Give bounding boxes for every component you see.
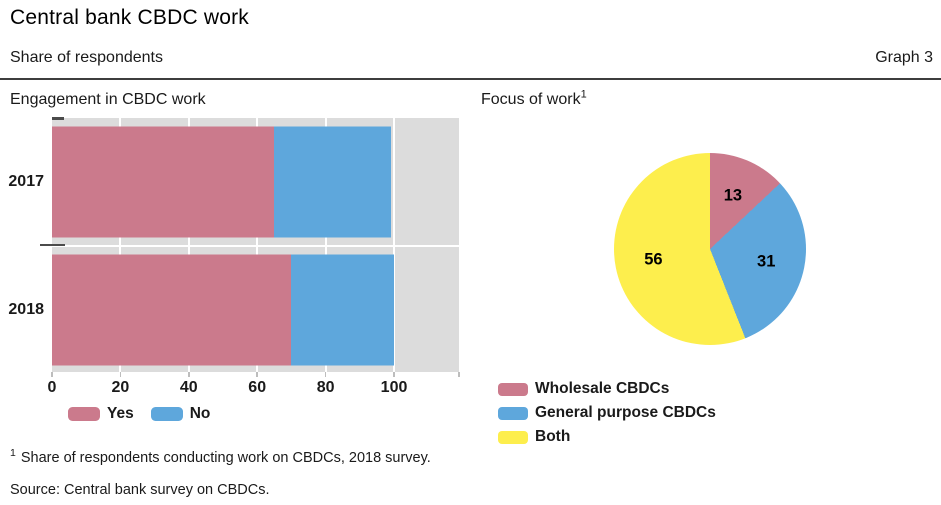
- header-divider: [0, 78, 941, 80]
- bar-chart-legend: Yes No: [68, 405, 210, 423]
- category-label-2017: 2017: [8, 172, 44, 190]
- legend-swatch: [150, 407, 183, 421]
- right-panel-title: Focus of work1: [481, 88, 587, 109]
- page-subtitle: Share of respondents: [10, 49, 163, 66]
- x-tick-label-20: 20: [111, 379, 130, 396]
- bar-segment-no-2017: [274, 126, 391, 237]
- x-tick-right-edge: [458, 372, 460, 377]
- stacked-bar-2017: [52, 126, 391, 237]
- legend-item-wholesale-cbdcs: Wholesale CBDCs: [498, 380, 716, 398]
- legend-label: No: [189, 405, 211, 422]
- graph-number-label: Graph 3: [875, 49, 933, 66]
- legend-item-general-purpose-cbdcs: General purpose CBDCs: [498, 404, 716, 422]
- bar-band-2018: 2018: [8, 245, 459, 372]
- legend-swatch: [498, 430, 528, 444]
- stacked-bar-2018: [52, 254, 394, 365]
- pie: 13 31 56: [614, 153, 806, 345]
- gridline-40: [187, 118, 190, 372]
- legend-swatch: [68, 407, 100, 421]
- x-tick-20: [119, 372, 122, 377]
- bar-segment-yes-2017: [52, 126, 275, 237]
- y-axis-tick-dash-middle: [40, 243, 65, 246]
- x-tick-80: [324, 372, 327, 377]
- left-panel-title: Engagement in CBDC work: [10, 91, 206, 108]
- pie-value-label-56: 56: [644, 250, 663, 269]
- x-tick-label-0: 0: [47, 379, 57, 396]
- x-tick-40: [188, 372, 190, 377]
- source-line: Source: Central bank survey on CBDCs.: [10, 482, 270, 498]
- legend-label: Wholesale CBDCs: [535, 380, 670, 397]
- footnote-marker: 1: [10, 447, 16, 459]
- footnote: 1 Share of respondents conducting work on…: [10, 447, 431, 466]
- gridline-60: [256, 118, 259, 372]
- pie-value-label-13: 13: [723, 186, 743, 205]
- legend-item-yes: Yes: [68, 405, 134, 423]
- page-title: Central bank CBDC work: [10, 6, 249, 29]
- legend-swatch: [498, 406, 528, 420]
- x-tick-100: [393, 372, 395, 377]
- bar-plot-area: 2017 2018: [8, 117, 459, 372]
- legend-label: General purpose CBDCs: [535, 404, 716, 421]
- legend-label: Yes: [107, 405, 134, 422]
- x-tick-label-80: 80: [316, 379, 335, 396]
- x-axis: 0 20 40 60 80 100: [48, 372, 460, 402]
- bar-segment-no-2018: [291, 254, 394, 365]
- legend-item-both: Both: [498, 428, 716, 446]
- gridline-80: [324, 118, 327, 372]
- bar-segment-yes-2018: [52, 254, 292, 365]
- right-panel-title-text: Focus of work: [481, 91, 581, 108]
- x-tick-label-100: 100: [380, 379, 408, 396]
- pie-value-label-31: 31: [757, 252, 776, 271]
- pie-chart-legend: Wholesale CBDCs General purpose CBDCs Both: [498, 380, 716, 446]
- legend-label: Both: [535, 428, 571, 445]
- x-tick-0: [51, 372, 53, 377]
- gridline-20: [119, 118, 122, 372]
- y-axis-tick-dash-top: [52, 117, 64, 120]
- gridline-100: [393, 118, 396, 372]
- x-tick-label-60: 60: [248, 379, 267, 396]
- category-label-2018: 2018: [8, 300, 44, 318]
- bar-band-2017: 2017: [8, 118, 459, 245]
- x-tick-60: [256, 372, 258, 377]
- footnote-text: Share of respondents conducting work on …: [20, 449, 431, 466]
- legend-swatch: [498, 382, 528, 396]
- legend-item-no: No: [150, 405, 211, 423]
- x-tick-label-40: 40: [179, 379, 198, 396]
- footnote-marker-superscript: 1: [580, 88, 587, 101]
